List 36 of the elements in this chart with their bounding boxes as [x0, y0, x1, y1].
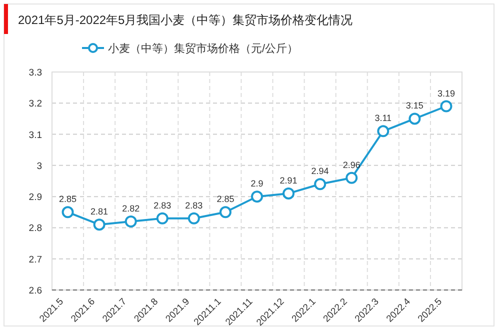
- data-label: 2.85: [216, 194, 234, 204]
- point: [440, 100, 452, 112]
- y-tick-label: 2.8: [28, 223, 42, 234]
- point: [282, 187, 295, 200]
- point: [124, 215, 137, 228]
- y-tick-label: 3.2: [28, 98, 42, 110]
- point: [408, 112, 421, 125]
- point: [314, 178, 326, 190]
- data-label: 3.19: [437, 88, 455, 98]
- point: [93, 218, 106, 231]
- y-tick-label: 3.1: [28, 130, 42, 141]
- y-tick-label: 2.6: [28, 286, 42, 296]
- data-label: 2.82: [122, 203, 140, 214]
- data-label: 2.81: [90, 206, 108, 217]
- point: [346, 172, 358, 184]
- y-tick-label: 2.9: [28, 192, 42, 204]
- data-label: 3.11: [374, 113, 392, 124]
- data-label: 2.9: [250, 178, 264, 189]
- point: [188, 212, 200, 224]
- data-label: 2.85: [59, 194, 77, 204]
- y-tick-label: 3: [36, 160, 42, 172]
- point: [377, 125, 390, 138]
- y-tick-label: 2.7: [28, 254, 42, 266]
- data-label: 2.94: [311, 166, 329, 176]
- point: [62, 206, 74, 218]
- data-label: 2.83: [185, 200, 203, 210]
- data-label: 2.96: [342, 160, 360, 170]
- data-label: 2.91: [280, 175, 298, 186]
- point: [219, 206, 232, 218]
- data-label: 3.15: [406, 100, 424, 111]
- point: [251, 190, 263, 203]
- data-label: 2.83: [154, 200, 172, 210]
- y-tick-label: 3.3: [28, 68, 42, 78]
- chart-title: 2021年5月-2022年5月我国小麦（中等）集贸市场价格变化情况: [18, 13, 353, 27]
- legend-label: 小麦（中等）集贸市场价格（元/公斤）: [108, 42, 298, 55]
- point: [156, 212, 168, 224]
